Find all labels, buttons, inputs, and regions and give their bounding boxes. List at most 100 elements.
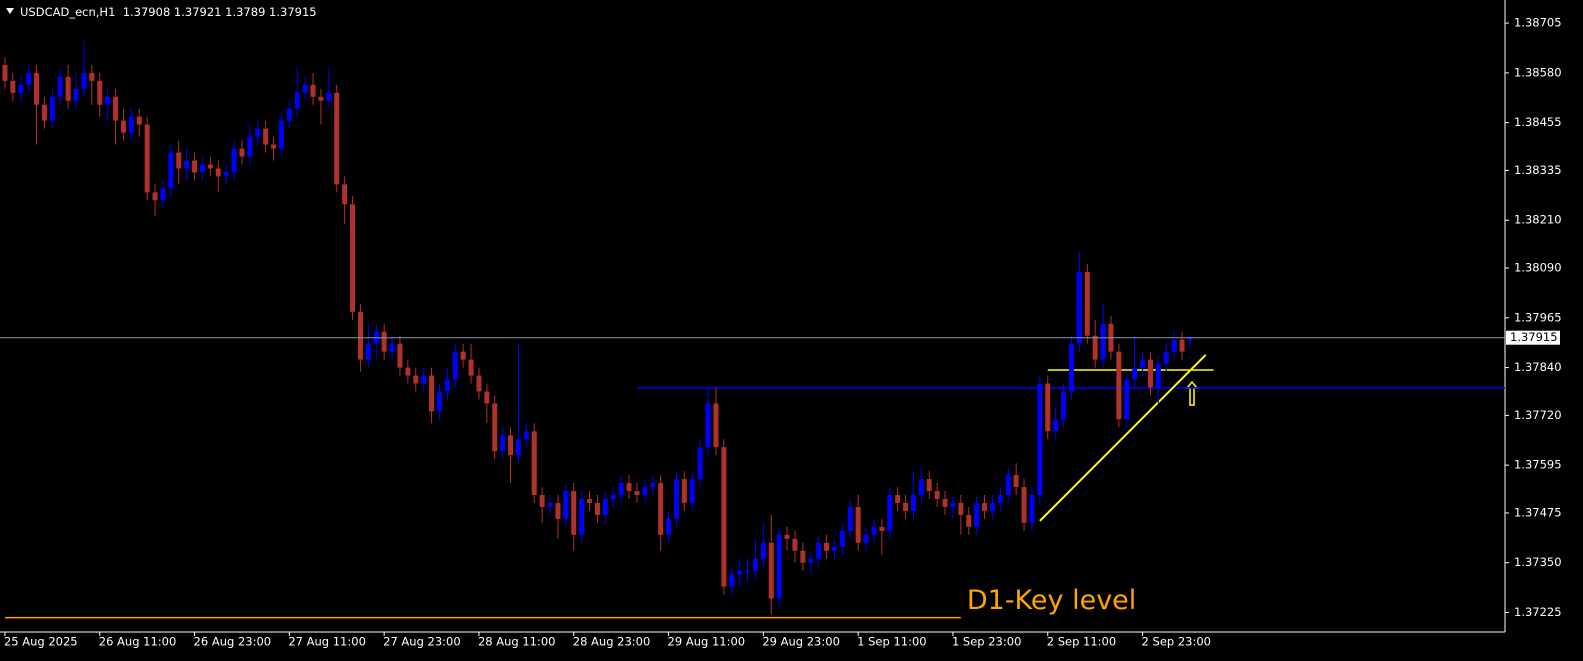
candle-body [895,495,901,503]
candle-body [192,160,198,173]
candle-body [1171,339,1177,352]
candle-body [310,84,316,97]
y-tick-label: 1.38335 [1514,163,1562,177]
candle-body [650,483,656,488]
candle-body [910,495,916,511]
x-tick-label: 26 Aug 11:00 [99,635,177,649]
candle-body [10,80,16,93]
x-tick-label: 2 Sep 23:00 [1142,635,1211,649]
candle-body [1053,419,1059,432]
header: USDCAD_ecn,H1 1.37908 1.37921 1.3789 1.3… [20,5,317,19]
candle-body [128,116,134,133]
candle-body [113,96,119,121]
candle-body [1155,363,1161,388]
candle-body [673,479,679,519]
candle-body [1179,339,1185,352]
candle-body [745,570,751,572]
candle-body [500,435,506,452]
candle-body [824,542,830,551]
candle-body [1045,383,1051,432]
arrow [1185,380,1199,406]
candle-body [444,379,450,392]
candle-body [681,479,687,503]
candle-body [531,431,537,496]
x-tick-label: 25 Aug 2025 [4,635,78,649]
candle-body [160,188,166,201]
candle-body [784,534,790,539]
candle-body [1092,335,1098,360]
candle-body [737,570,743,575]
candle-body [389,343,395,352]
candle-body [966,514,972,527]
candle-body [105,96,111,105]
symbol: USDCAD_ecn,H1 [20,5,115,19]
candle-body [776,534,782,599]
candle-body [342,184,348,205]
candle-body [1140,359,1146,368]
candle-body [634,491,640,496]
candle-body [1100,323,1106,360]
candle-body [1005,475,1011,496]
candle-body [286,108,292,121]
candle-body [515,439,521,456]
candle-body [642,487,648,496]
candle-body [278,120,284,149]
candle-body [926,479,932,492]
candle-body [1163,351,1169,364]
candle-body [721,447,727,587]
candle-body [247,136,253,157]
high: 1.37921 [174,5,222,19]
x-tick-label: 29 Aug 23:00 [762,635,840,649]
candle-body [658,483,664,535]
candle-body [207,164,213,169]
candle-body [413,375,419,384]
candle-body [689,479,695,503]
candle-body [397,343,403,368]
candle-body [626,483,632,492]
x-tick-label: 2 Sep 11:00 [1047,635,1116,649]
candle-body [476,375,482,392]
candle-body [1013,475,1019,488]
y-tick-label: 1.37350 [1514,555,1562,569]
x-tick-label: 28 Aug 11:00 [478,635,556,649]
candle-body [958,502,964,515]
y-tick-label: 1.38210 [1514,213,1562,227]
candle-body [357,311,363,360]
candle-body [41,104,47,121]
candle-body [168,152,174,189]
candle-body [263,128,269,145]
candle-body [997,495,1003,503]
candle-body [468,359,474,376]
candle-body [705,403,711,448]
y-tick-label: 1.37720 [1514,408,1562,422]
candle-body [752,558,758,571]
x-tick-label: 28 Aug 23:00 [573,635,651,649]
candle-body [350,204,356,312]
candle-body [460,351,466,360]
candle-body [903,502,909,511]
y-tick-label: 1.37225 [1514,605,1562,619]
candle-body [508,435,514,456]
candle-body [808,558,814,563]
candle-body [610,495,616,499]
level-label: D1-Key level [967,585,1136,616]
open: 1.37908 [123,5,171,19]
candle-body [326,92,332,101]
candle-body [318,96,324,101]
x-tick-label: 1 Sep 23:00 [952,635,1021,649]
candle-body [760,542,766,559]
candle-body [1037,383,1043,496]
close: 1.37915 [269,5,317,19]
candle-body [871,526,877,535]
candle-body [57,76,63,97]
candle-body [405,367,411,376]
y-tick-label: 1.38455 [1514,115,1562,129]
candle-body [334,92,340,185]
candle-body [579,498,585,535]
low: 1.3789 [225,5,265,19]
current-price-box [1506,330,1560,345]
candle-body [1029,495,1035,523]
